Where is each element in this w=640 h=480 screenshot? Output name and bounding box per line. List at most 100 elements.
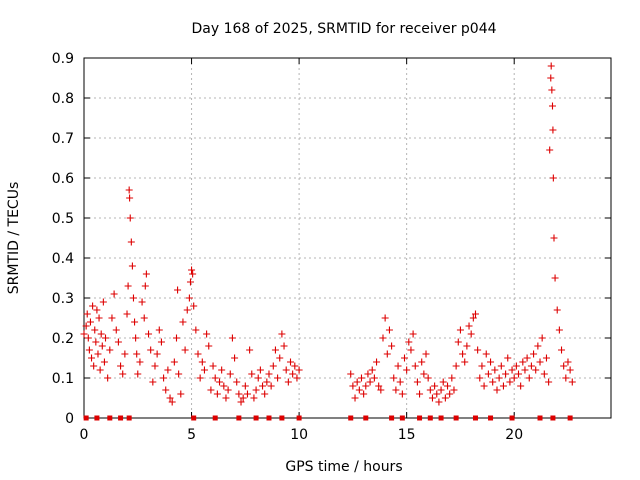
data-point xyxy=(538,334,546,342)
y-tick-label: 0.7 xyxy=(52,131,74,147)
data-point xyxy=(97,330,105,338)
data-point xyxy=(375,382,383,390)
data-point xyxy=(248,370,256,378)
data-point xyxy=(568,378,576,386)
data-point xyxy=(196,374,204,382)
data-point xyxy=(237,398,245,406)
y-tick-label: 0.4 xyxy=(52,251,74,267)
zero-value-marker xyxy=(107,415,113,421)
data-point xyxy=(172,334,180,342)
data-point xyxy=(540,370,548,378)
data-point xyxy=(549,174,557,182)
data-point xyxy=(424,374,432,382)
data-point xyxy=(250,394,258,402)
y-axis-ticks: 0 0.1 0.2 0.3 0.4 0.5 0.6 0.7 0.8 0.9 xyxy=(52,51,611,427)
data-point xyxy=(465,322,473,330)
data-point xyxy=(450,386,458,394)
data-point xyxy=(153,350,161,358)
data-point xyxy=(545,378,553,386)
data-point xyxy=(357,374,365,382)
y-tick-label: 0.1 xyxy=(52,371,74,387)
data-point xyxy=(241,382,249,390)
data-point xyxy=(469,314,477,322)
data-point xyxy=(123,310,131,318)
x-axis-ticks: 0 5 10 15 20 xyxy=(80,58,523,443)
zero-value-marker xyxy=(567,415,573,421)
data-point xyxy=(177,390,185,398)
data-point xyxy=(407,346,415,354)
data-point xyxy=(185,294,193,302)
data-point xyxy=(207,386,215,394)
data-point xyxy=(383,350,391,358)
data-point xyxy=(95,314,103,322)
data-point xyxy=(121,350,129,358)
data-point xyxy=(126,194,134,202)
data-point xyxy=(548,86,556,94)
zero-value-marker xyxy=(279,415,285,421)
data-points xyxy=(80,62,576,421)
data-point xyxy=(168,398,176,406)
zero-value-marker xyxy=(126,415,132,421)
y-tick-label: 0.5 xyxy=(52,211,74,227)
data-point xyxy=(129,294,137,302)
data-point xyxy=(82,322,90,330)
data-point xyxy=(512,362,520,370)
data-point xyxy=(547,74,555,82)
data-point xyxy=(190,302,198,310)
data-point xyxy=(420,370,428,378)
data-point xyxy=(454,338,462,346)
data-point xyxy=(495,374,503,382)
data-point xyxy=(282,366,290,374)
data-point xyxy=(149,378,157,386)
x-tick-label: 10 xyxy=(290,427,308,443)
data-point xyxy=(385,326,393,334)
data-point xyxy=(110,290,118,298)
data-point xyxy=(433,390,441,398)
data-point xyxy=(91,326,99,334)
data-point xyxy=(347,370,355,378)
zero-value-marker xyxy=(212,415,218,421)
y-tick-label: 0.9 xyxy=(52,51,74,67)
data-point xyxy=(117,362,125,370)
data-point xyxy=(562,374,570,382)
data-point xyxy=(141,282,149,290)
data-point xyxy=(112,326,120,334)
data-point xyxy=(521,366,529,374)
data-point xyxy=(284,378,292,386)
data-point xyxy=(145,330,153,338)
plot-frame xyxy=(83,57,612,419)
data-point xyxy=(431,382,439,390)
data-point xyxy=(476,374,484,382)
data-point xyxy=(276,354,284,362)
data-point xyxy=(127,238,135,246)
data-point xyxy=(418,358,426,366)
data-point xyxy=(133,350,141,358)
data-point xyxy=(235,390,243,398)
data-point xyxy=(422,350,430,358)
zero-value-marker xyxy=(363,415,369,421)
y-tick-label: 0.6 xyxy=(52,171,74,187)
data-point xyxy=(128,262,136,270)
data-point xyxy=(355,386,363,394)
zero-value-marker xyxy=(537,415,543,421)
zero-value-marker xyxy=(427,415,433,421)
data-point xyxy=(560,362,568,370)
data-point xyxy=(349,382,357,390)
data-point xyxy=(439,378,447,386)
data-point xyxy=(441,394,449,402)
data-point xyxy=(461,358,469,366)
data-point xyxy=(398,390,406,398)
data-point xyxy=(542,354,550,362)
data-point xyxy=(92,338,100,346)
data-point xyxy=(456,326,464,334)
data-point xyxy=(102,334,110,342)
data-point xyxy=(114,338,122,346)
data-point xyxy=(198,358,206,366)
data-point xyxy=(99,298,107,306)
data-point xyxy=(175,370,183,378)
data-point xyxy=(403,366,411,374)
data-point xyxy=(362,382,370,390)
data-point xyxy=(547,62,555,70)
data-point xyxy=(106,346,114,354)
data-point xyxy=(231,354,239,362)
